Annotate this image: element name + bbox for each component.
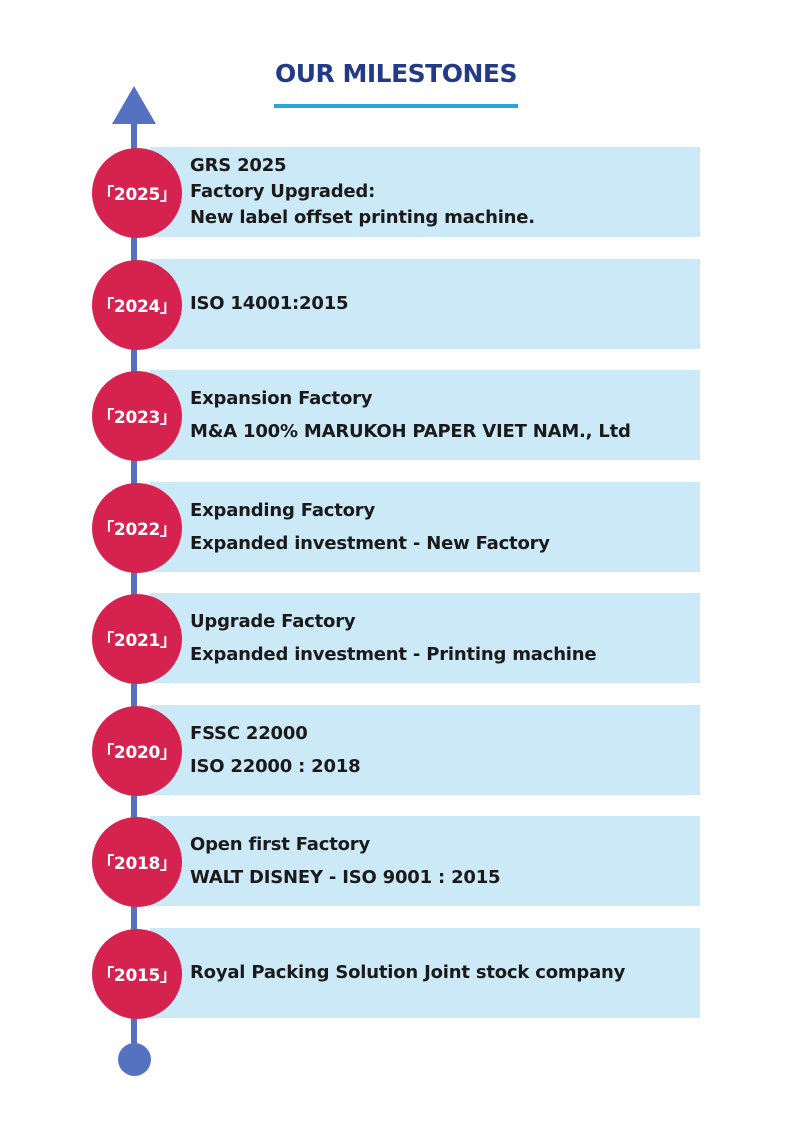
year-badge: 「2022」 (92, 482, 182, 573)
year-label: 「2024」 (97, 297, 177, 317)
year-badge: 「2025」 (92, 147, 182, 238)
milestone-box: Expansion Factory M&A 100% MARUKOH PAPER … (150, 370, 700, 460)
timeline-axis (131, 118, 137, 1058)
arrow-up-icon (112, 86, 156, 124)
milestone-text: Expansion Factory (190, 388, 373, 409)
milestone-text: New label offset printing machine. (190, 207, 535, 228)
milestone-text: Upgrade Factory (190, 611, 356, 632)
milestone-text: M&A 100% MARUKOH PAPER VIET NAM., Ltd (190, 421, 631, 442)
milestone-text: Factory Upgraded: (190, 181, 376, 202)
milestone-box: Royal Packing Solution Joint stock compa… (150, 928, 700, 1018)
milestone-text: Expanding Factory (190, 500, 376, 521)
year-label: 「2021」 (97, 631, 177, 651)
milestone-box: GRS 2025 Factory Upgraded: New label offse… (150, 147, 700, 237)
year-badge: 「2024」 (92, 259, 182, 350)
milestone-box: FSSC 22000 ISO 22000 : 2018 (150, 705, 700, 795)
year-label: 「2023」 (97, 408, 177, 428)
page-title: OUR MILESTONES (274, 59, 518, 88)
year-label: 「2025」 (97, 185, 177, 205)
milestone-text: Expanded investment - New Factory (190, 533, 550, 554)
year-badge: 「2021」 (92, 593, 182, 684)
year-label: 「2020」 (97, 743, 177, 763)
milestone-text: Open first Factory (190, 834, 370, 855)
milestone-box: Open first Factory WALT DISNEY - ISO 9001… (150, 816, 700, 906)
milestone-box: Expanding Factory Expanded investment - N… (150, 482, 700, 572)
milestone-box: Upgrade Factory Expanded investment - Pri… (150, 593, 700, 683)
year-label: 「2018」 (97, 854, 177, 874)
milestone-text: Royal Packing Solution Joint stock compa… (190, 962, 626, 983)
milestone-text: FSSC 22000 (190, 723, 308, 744)
year-badge: 「2018」 (92, 816, 182, 907)
year-badge: 「2020」 (92, 705, 182, 796)
milestone-text: ISO 14001:2015 (190, 293, 349, 314)
milestone-text: WALT DISNEY - ISO 9001 : 2015 (190, 867, 501, 888)
year-badge: 「2023」 (92, 370, 182, 461)
year-label: 「2022」 (97, 520, 177, 540)
title-underline (274, 104, 518, 108)
milestone-box: ISO 14001:2015 (150, 259, 700, 349)
year-badge: 「2015」 (92, 928, 182, 1019)
milestone-text: GRS 2025 (190, 155, 287, 176)
year-label: 「2015」 (97, 966, 177, 986)
dot-icon (118, 1043, 151, 1076)
milestone-text: ISO 22000 : 2018 (190, 756, 361, 777)
milestone-text: Expanded investment - Printing machine (190, 644, 597, 665)
